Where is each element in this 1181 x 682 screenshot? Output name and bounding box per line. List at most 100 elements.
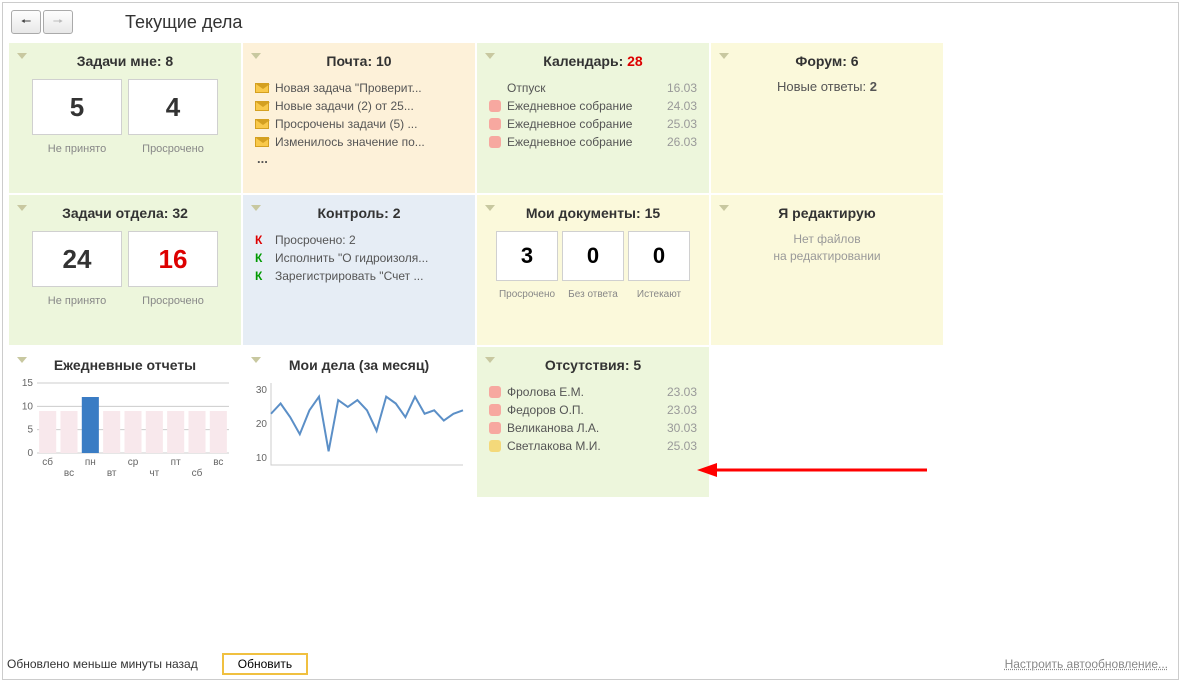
- svg-text:вт: вт: [107, 468, 117, 479]
- event-marker-icon: [489, 118, 501, 130]
- k-icon: К: [255, 251, 269, 265]
- collapse-icon[interactable]: [485, 205, 495, 211]
- mail-icon: [255, 137, 269, 147]
- svg-text:вс: вс: [213, 457, 223, 468]
- marker-icon: [489, 440, 501, 452]
- svg-text:пт: пт: [171, 457, 181, 468]
- line-chart: 102030: [249, 373, 469, 483]
- footer-bar: Обновлено меньше минуты назад Обновить Н…: [3, 649, 1178, 679]
- svg-text:0: 0: [27, 448, 33, 459]
- k-icon: К: [255, 269, 269, 283]
- widget-daily-reports[interactable]: Ежедневные отчеты 051015сбвспнвтсрчтптсб…: [9, 347, 241, 497]
- tile-not-accepted[interactable]: 5: [32, 79, 122, 135]
- mail-item[interactable]: Новые задачи (2) от 25...: [255, 97, 463, 115]
- widget-title: Форум: 6: [723, 53, 931, 69]
- editing-empty-msg: Нет файловна редактировании: [723, 231, 931, 265]
- widget-control[interactable]: Контроль: 2 КПросрочено: 2 КИсполнить "О…: [243, 195, 475, 345]
- svg-text:сб: сб: [42, 456, 53, 468]
- mail-icon: [255, 83, 269, 93]
- collapse-icon[interactable]: [485, 357, 495, 363]
- collapse-icon[interactable]: [17, 53, 27, 59]
- widget-title: Мои дела (за месяц): [249, 357, 469, 373]
- doc-label: Просрочено: [496, 289, 558, 300]
- widget-title: Я редактирую: [723, 205, 931, 221]
- svg-text:10: 10: [256, 453, 268, 464]
- svg-text:10: 10: [22, 401, 34, 412]
- refresh-button[interactable]: Обновить: [222, 653, 308, 675]
- widget-title: Отсутствия: 5: [489, 357, 697, 373]
- widget-mail[interactable]: Почта: 10 Новая задача "Проверит... Новы…: [243, 43, 475, 193]
- tile-label: Просрочено: [128, 295, 218, 307]
- k-icon: К: [255, 233, 269, 247]
- tile-not-accepted[interactable]: 24: [32, 231, 122, 287]
- calendar-item[interactable]: Ежедневное собрание24.03: [489, 97, 697, 115]
- control-item[interactable]: КИсполнить "О гидроизоля...: [255, 249, 463, 267]
- settings-link[interactable]: Настроить автообновление...: [1005, 657, 1168, 671]
- page-title: Текущие дела: [125, 12, 242, 33]
- widget-calendar[interactable]: Календарь: 28 Отпуск16.03 Ежедневное соб…: [477, 43, 709, 193]
- nav-back-button[interactable]: 🠔: [11, 10, 41, 34]
- svg-text:чт: чт: [149, 468, 159, 479]
- svg-text:15: 15: [22, 378, 34, 389]
- svg-text:ср: ср: [128, 457, 139, 468]
- mail-item[interactable]: Изменилось значение по...: [255, 133, 463, 151]
- widget-forum[interactable]: Форум: 6 Новые ответы: 2: [711, 43, 943, 193]
- control-item[interactable]: КЗарегистрировать "Счет ...: [255, 267, 463, 285]
- widget-title: Ежедневные отчеты: [15, 357, 235, 373]
- widget-my-affairs[interactable]: Мои дела (за месяц) 102030: [243, 347, 475, 497]
- control-item[interactable]: КПросрочено: 2: [255, 231, 463, 249]
- widget-title: Календарь: 28: [489, 53, 697, 69]
- doc-tile[interactable]: 3: [496, 231, 558, 281]
- mail-icon: [255, 101, 269, 111]
- widget-title: Задачи мне: 8: [21, 53, 229, 69]
- app-frame: 🠔 🠖 Текущие дела Задачи мне: 8 5 4 Не пр…: [2, 2, 1179, 680]
- widget-title: Почта: 10: [255, 53, 463, 69]
- widget-my-docs[interactable]: Мои документы: 15 3 0 0 Просрочено Без о…: [477, 195, 709, 345]
- widget-tasks-me[interactable]: Задачи мне: 8 5 4 Не принято Просрочено: [9, 43, 241, 193]
- collapse-icon[interactable]: [719, 205, 729, 211]
- absence-item[interactable]: Федоров О.П.23.03: [489, 401, 697, 419]
- tile-label: Не принято: [32, 143, 122, 155]
- svg-text:пн: пн: [85, 457, 96, 468]
- mail-more[interactable]: ...: [255, 151, 463, 166]
- doc-tile[interactable]: 0: [628, 231, 690, 281]
- widget-absences[interactable]: Отсутствия: 5 Фролова Е.М.23.03 Федоров …: [477, 347, 709, 497]
- absence-item[interactable]: Великанова Л.А.30.03: [489, 419, 697, 437]
- absence-item[interactable]: Фролова Е.М.23.03: [489, 383, 697, 401]
- doc-label: Без ответа: [562, 289, 624, 300]
- collapse-icon[interactable]: [719, 53, 729, 59]
- forum-line[interactable]: Новые ответы: 2: [723, 79, 931, 94]
- widget-editing[interactable]: Я редактирую Нет файловна редактировании: [711, 195, 943, 345]
- collapse-icon[interactable]: [485, 53, 495, 59]
- event-marker-icon: [489, 136, 501, 148]
- annotation-arrow: [697, 460, 937, 480]
- mail-icon: [255, 119, 269, 129]
- svg-text:вс: вс: [64, 468, 74, 479]
- header-bar: 🠔 🠖 Текущие дела: [3, 3, 1178, 41]
- svg-text:сб: сб: [192, 467, 203, 479]
- doc-tile[interactable]: 0: [562, 231, 624, 281]
- calendar-item[interactable]: Ежедневное собрание26.03: [489, 133, 697, 151]
- tile-overdue[interactable]: 16: [128, 231, 218, 287]
- collapse-icon[interactable]: [17, 205, 27, 211]
- marker-icon: [489, 404, 501, 416]
- mail-item[interactable]: Просрочены задачи (5) ...: [255, 115, 463, 133]
- dashboard-grid: Задачи мне: 8 5 4 Не принято Просрочено …: [3, 41, 1178, 499]
- svg-text:20: 20: [256, 419, 268, 430]
- calendar-item[interactable]: Ежедневное собрание25.03: [489, 115, 697, 133]
- collapse-icon[interactable]: [251, 357, 261, 363]
- absence-item[interactable]: Светлакова М.И.25.03: [489, 437, 697, 455]
- tile-overdue[interactable]: 4: [128, 79, 218, 135]
- marker-icon: [489, 386, 501, 398]
- widget-title: Задачи отдела: 32: [21, 205, 229, 221]
- mail-item[interactable]: Новая задача "Проверит...: [255, 79, 463, 97]
- bar-chart: 051015сбвспнвтсрчтптсбвс: [15, 373, 235, 483]
- tile-label: Не принято: [32, 295, 122, 307]
- status-text: Обновлено меньше минуты назад: [7, 657, 198, 671]
- widget-tasks-dept[interactable]: Задачи отдела: 32 24 16 Не принято Проср…: [9, 195, 241, 345]
- calendar-item[interactable]: Отпуск16.03: [489, 79, 697, 97]
- collapse-icon[interactable]: [251, 53, 261, 59]
- collapse-icon[interactable]: [17, 357, 27, 363]
- collapse-icon[interactable]: [251, 205, 261, 211]
- nav-forward-button[interactable]: 🠖: [43, 10, 73, 34]
